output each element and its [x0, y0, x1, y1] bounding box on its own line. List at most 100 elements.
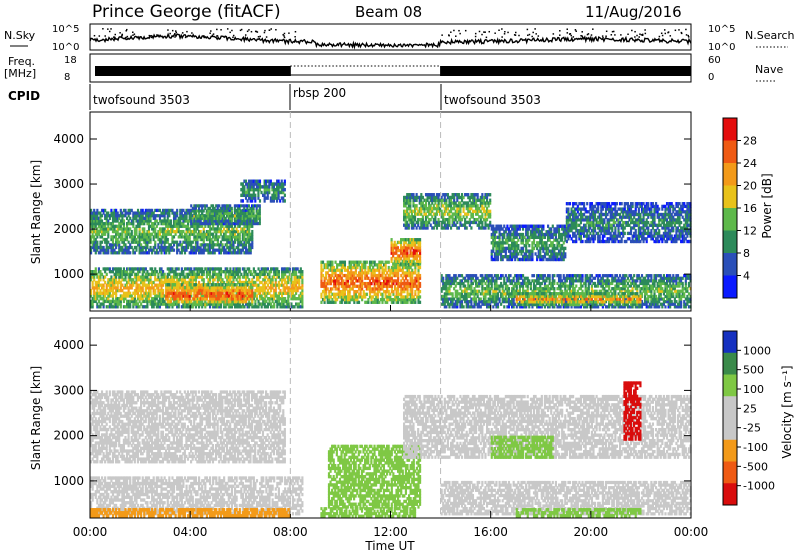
power-cell [90, 302, 93, 306]
power-cell [174, 214, 177, 218]
power-cell [241, 302, 244, 306]
power-cell [240, 182, 243, 186]
power-cell [122, 299, 126, 304]
power-cell [176, 302, 179, 306]
power-cell [160, 240, 163, 244]
power-cell [219, 243, 223, 247]
power-cell [235, 229, 238, 234]
power-cell [241, 222, 244, 226]
power-cell [197, 272, 201, 277]
power-cell [163, 278, 166, 282]
power-cell [104, 240, 107, 244]
power-cell [272, 187, 276, 192]
power-cell [132, 305, 135, 309]
power-cell [280, 187, 283, 192]
power-cell [216, 206, 219, 210]
power-cell [211, 204, 215, 208]
power-cell [140, 216, 143, 220]
noise-search-dot [263, 31, 266, 34]
power-cell [121, 270, 124, 274]
power-cell [168, 229, 171, 234]
power-cell [135, 272, 138, 277]
power-cell [168, 208, 171, 213]
power-cell [226, 235, 229, 239]
power-cell [110, 211, 113, 215]
power-cell [136, 211, 140, 215]
noise-search-dot [184, 36, 187, 39]
power-cell [241, 275, 244, 279]
power-cell [152, 224, 155, 228]
power-cell [113, 235, 116, 239]
power-cell [107, 297, 110, 301]
power-cell [105, 248, 108, 252]
power-cell [185, 229, 188, 234]
power-cell [157, 299, 160, 304]
power-cell [149, 219, 152, 223]
power-cell [171, 224, 174, 228]
power-cell [93, 286, 96, 290]
power-cell [221, 237, 224, 242]
power-cell [154, 297, 157, 301]
power-cell [169, 248, 172, 252]
power-cell [94, 243, 97, 247]
power-cell [275, 190, 279, 195]
power-cell [229, 219, 232, 223]
power-cell [124, 235, 127, 239]
noise-search-dot [627, 33, 629, 36]
power-cell [190, 232, 193, 236]
power-cell [135, 229, 138, 234]
power-cell [246, 204, 249, 208]
power-cell [115, 243, 118, 247]
power-cell [157, 302, 160, 306]
power-cell [208, 216, 212, 220]
power-cell [191, 270, 194, 274]
power-cell [219, 272, 223, 277]
power-cell [282, 185, 285, 189]
power-cell [199, 204, 202, 208]
power-cell [240, 209, 243, 213]
power-cell [166, 219, 169, 223]
power-cell [113, 211, 116, 215]
power-cell [168, 222, 171, 226]
power-cell [205, 267, 208, 271]
power-cell [174, 302, 177, 306]
power-cell [218, 222, 221, 226]
power-cell [154, 216, 157, 220]
power-cell [208, 222, 212, 226]
power-cell [177, 272, 180, 277]
power-cell [140, 219, 143, 223]
power-cell [141, 229, 144, 234]
power-cell [229, 267, 232, 271]
power-cell [246, 211, 249, 216]
power-cell [124, 232, 127, 236]
freq-right-label: Nave [755, 63, 783, 76]
power-cell [207, 219, 210, 223]
power-cell [93, 248, 96, 252]
power-cell [136, 283, 140, 287]
power-cell [268, 182, 271, 186]
power-cell [135, 227, 138, 231]
power-cell [140, 278, 143, 282]
power-cell [144, 299, 147, 304]
power-cell [93, 278, 96, 282]
noise-search-dot [678, 29, 680, 31]
power-cell [108, 270, 111, 274]
power-cell [179, 211, 182, 215]
power-cell [136, 243, 140, 247]
power-cell [174, 267, 177, 271]
power-cell [244, 280, 248, 285]
power-cell [174, 219, 177, 223]
power-cell [188, 270, 191, 274]
noise-search-dot [156, 34, 158, 36]
power-cell [207, 206, 210, 210]
noise-search-dot [687, 36, 690, 38]
power-cell [219, 216, 222, 221]
power-cell [243, 185, 246, 189]
power-cell [246, 208, 249, 213]
power-cell [221, 243, 224, 247]
power-cell [108, 267, 111, 271]
power-cell [160, 237, 163, 242]
power-cell [93, 299, 96, 304]
power-cell [188, 251, 191, 255]
power-cell [216, 227, 219, 231]
